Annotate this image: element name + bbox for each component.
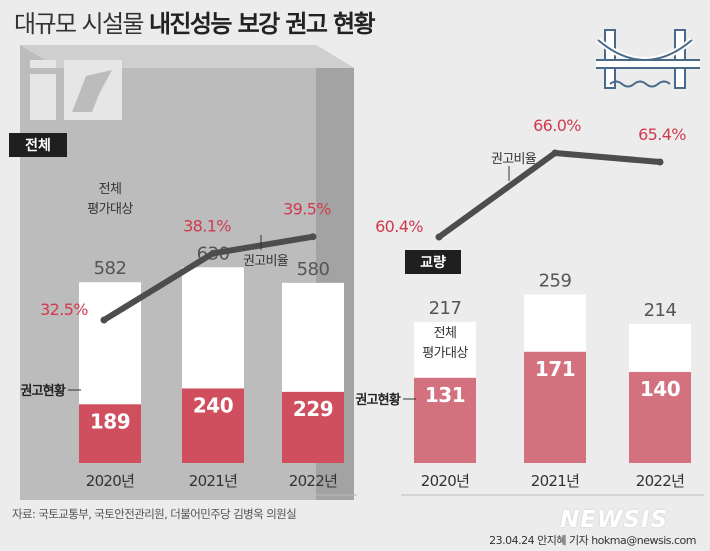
x-tick-label: 2021년 (531, 472, 579, 490)
bar-recommend-value: 140 (640, 377, 680, 401)
bar-recommend-value: 229 (293, 397, 333, 421)
rate-value-label: 65.4% (638, 125, 686, 144)
rate-point (551, 149, 559, 157)
bar-recommend (414, 377, 476, 463)
page-title: 대규모 시설물 내진성능 보강 권고 현황 (14, 10, 376, 38)
panel-tag-label: 전체 (25, 137, 51, 154)
bar-recommend-value: 189 (90, 409, 130, 433)
source-note: 자료: 국토교통부, 국토안전관리원, 더불어민주당 김병욱 의원실 (12, 507, 297, 521)
rate-point (309, 233, 317, 241)
bar-recommend-value: 240 (193, 393, 233, 417)
recommend-legend: 권고현황 (20, 383, 65, 399)
byline: 23.04.24 안지혜 기자 hokma@newsis.com (489, 534, 696, 547)
rate-value-label: 66.0% (533, 116, 581, 135)
x-tick-label: 2020년 (421, 472, 469, 490)
bridge-icon (596, 29, 700, 89)
bar-note-line2: 평가대상 (87, 202, 133, 217)
bar-note-line1: 전체 (434, 326, 457, 341)
bar-recommend-value: 131 (425, 383, 465, 407)
rate-legend: 권고비율 (491, 152, 537, 167)
rate-value-label: 32.5% (40, 300, 88, 319)
bar-note-line2: 평가대상 (422, 346, 468, 361)
x-tick-label: 2020년 (86, 472, 134, 490)
rate-point (100, 316, 108, 324)
rate-value-label: 38.1% (183, 216, 231, 235)
bar-recommend (182, 388, 244, 463)
x-tick-label: 2022년 (289, 472, 337, 490)
bar-total-value: 580 (297, 259, 330, 280)
x-tick-label: 2021년 (189, 472, 237, 490)
rate-line (436, 150, 663, 240)
rate-value-label: 39.5% (283, 200, 331, 219)
bar-total-value: 214 (644, 300, 677, 321)
panel-tag (9, 133, 67, 157)
recommend-legend: 권고현황 (355, 392, 400, 408)
bar-note-line1: 전체 (99, 182, 122, 197)
rate-point (656, 158, 664, 166)
bar-total-value: 582 (94, 258, 127, 279)
bar-recommend (79, 404, 141, 463)
building-icon (30, 60, 122, 120)
bar-recommend (524, 351, 586, 463)
watermark-logo: NEWSIS (560, 507, 669, 533)
panel-tag-label: 교량 (420, 255, 446, 271)
bar-recommend (629, 371, 691, 463)
bar-recommend-value: 171 (535, 357, 575, 381)
rate-legend: 권고비율 (243, 254, 289, 269)
rate-value-label: 60.4% (375, 217, 423, 236)
x-tick-label: 2022년 (636, 472, 684, 490)
bar-total-value: 217 (429, 298, 462, 319)
panel-tag (405, 250, 461, 274)
bar-total-value: 259 (539, 271, 572, 292)
rate-point (209, 249, 217, 257)
rate-point (435, 233, 443, 241)
bar-recommend (282, 391, 344, 463)
